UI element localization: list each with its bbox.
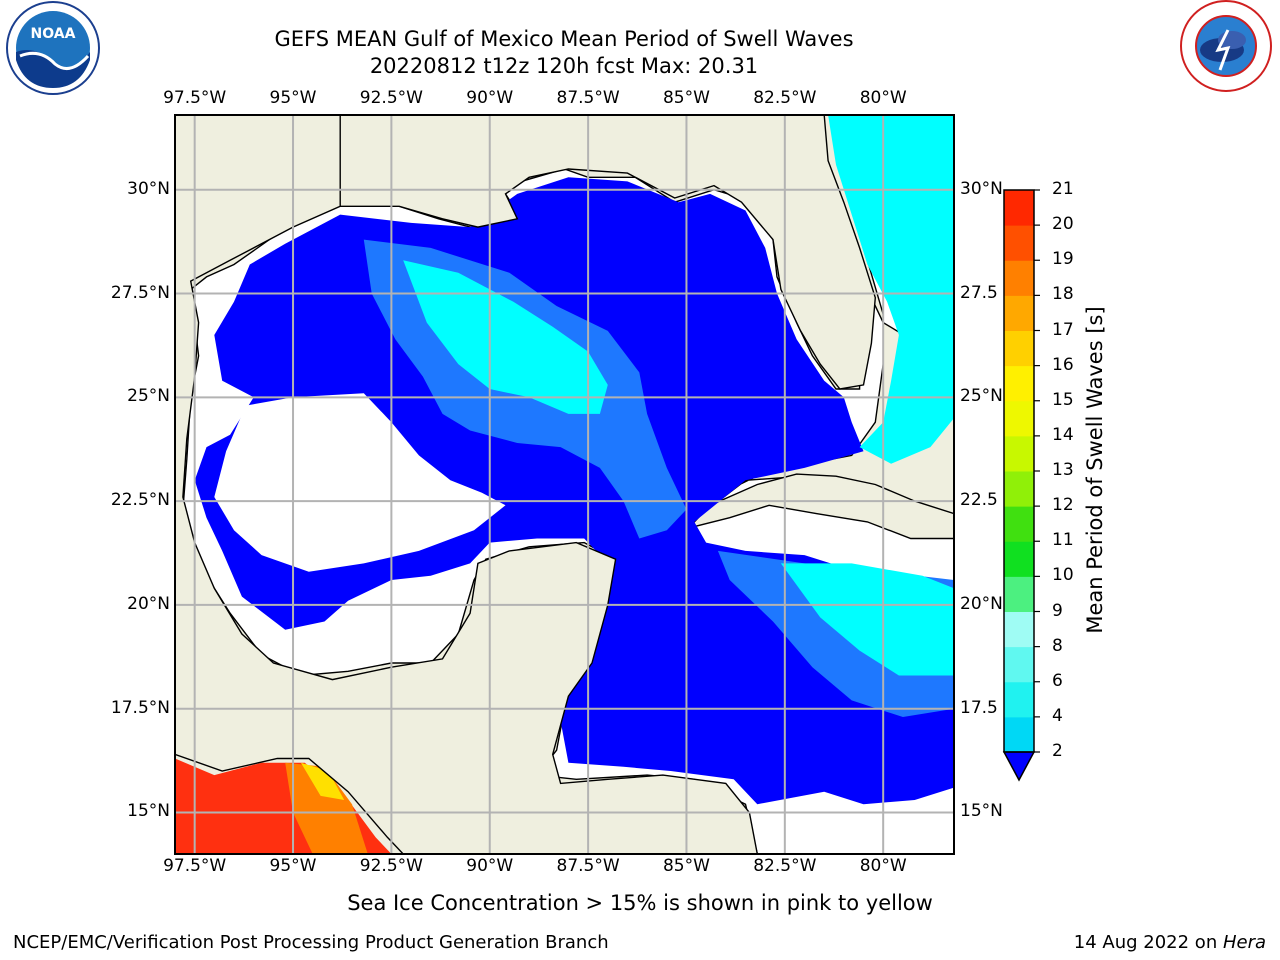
colorbar-segment xyxy=(1004,435,1034,472)
colorbar-segment xyxy=(1004,225,1034,261)
colorbar-segment xyxy=(1004,400,1034,437)
lat-label-left: 15°N xyxy=(127,801,170,822)
colorbar-tick-label: 2 xyxy=(1052,741,1063,761)
swell-period-6-8s xyxy=(403,260,608,414)
lon-label-top: 85°W xyxy=(662,88,710,108)
colorbar-tick-label: 21 xyxy=(1052,179,1074,199)
lon-label-top: 92.5°W xyxy=(359,88,423,108)
footer-host: Hera xyxy=(1222,932,1266,953)
calm-ocean-west xyxy=(214,393,506,572)
colorbar-tick-label: 20 xyxy=(1052,214,1074,235)
nws-logo xyxy=(1180,0,1272,92)
lat-label-left: 27.5°N xyxy=(110,282,170,303)
colorbar-segment xyxy=(1004,295,1034,331)
lat-label-right: 20°N xyxy=(960,593,1003,614)
map-frame xyxy=(174,114,955,855)
colorbar-segment xyxy=(1004,330,1034,367)
colorbar-tick-label: 18 xyxy=(1052,284,1074,305)
lat-label-right: 30°N xyxy=(960,178,1003,199)
colorbar-tick-label: 13 xyxy=(1052,460,1074,480)
lon-label-top: 87.5°W xyxy=(556,88,620,108)
colorbar-tick-label: 9 xyxy=(1052,600,1063,621)
us-gulf-coast-land xyxy=(339,115,877,390)
colorbar-tick-label: 6 xyxy=(1052,670,1063,691)
lon-label-bottom: 92.5°W xyxy=(359,856,423,876)
lon-label-bottom: 80°W xyxy=(859,856,907,876)
footer-date: 14 Aug 2022 on xyxy=(1073,932,1223,953)
colorbar-tick-label: 14 xyxy=(1052,424,1074,445)
colorbar-segment xyxy=(1004,471,1034,507)
sea-ice-note: Sea Ice Concentration > 15% is shown in … xyxy=(347,891,933,915)
atlantic-swell-6-8s xyxy=(828,115,954,464)
colorbar-tick-label: 10 xyxy=(1052,565,1074,586)
colorbar-tick-label: 11 xyxy=(1052,530,1074,551)
lon-label-bottom: 85°W xyxy=(662,856,710,876)
colorbar-extend-arrow xyxy=(1002,751,1036,782)
lon-label-top: 80°W xyxy=(859,88,907,108)
caribbean-swell-6-8s xyxy=(780,563,954,676)
swell-period-2-4s xyxy=(194,177,954,805)
colorbar-tick-label: 19 xyxy=(1052,249,1074,270)
lon-label-bottom: 90°W xyxy=(466,856,514,876)
lon-label-bottom: 82.5°W xyxy=(753,856,817,876)
colorbar-segment xyxy=(1004,611,1034,648)
lon-label-bottom: 95°W xyxy=(269,856,317,876)
colorbar-tick-label: 16 xyxy=(1052,354,1074,375)
lat-label-right: 15°N xyxy=(960,801,1003,822)
lon-label-bottom: 97.5°W xyxy=(163,856,227,876)
lat-label-right: 17.5 xyxy=(960,697,998,718)
colorbar-segment xyxy=(1004,190,1034,226)
lat-label-left: 17.5°N xyxy=(110,697,170,718)
noaa-logo-text: NOAA xyxy=(31,26,76,42)
lat-label-right: 22.5 xyxy=(960,490,998,511)
lat-label-left: 25°N xyxy=(127,386,170,407)
colorbar-tick-label: 12 xyxy=(1052,495,1074,516)
colorbar-segment xyxy=(1004,716,1034,753)
colorbar-segment xyxy=(1004,506,1034,542)
colorbar-segment xyxy=(1004,681,1034,718)
colorbar-segment xyxy=(1004,576,1034,612)
lon-label-bottom: 87.5°W xyxy=(556,856,620,876)
footer-left: NCEP/EMC/Verification Post Processing Pr… xyxy=(13,932,609,953)
lon-label-top: 82.5°W xyxy=(753,88,817,108)
noaa-logo: NOAA xyxy=(6,1,100,95)
chart-title: GEFS MEAN Gulf of Mexico Mean Period of … xyxy=(274,27,854,51)
colorbar-segment xyxy=(1004,541,1034,577)
colorbar-tick-label: 8 xyxy=(1052,635,1063,656)
lat-label-right: 25°N xyxy=(960,386,1003,407)
lat-label-left: 22.5°N xyxy=(110,490,170,511)
colorbar-segment xyxy=(1004,260,1034,296)
lon-label-top: 95°W xyxy=(269,88,317,108)
pacific-swell-15s xyxy=(300,762,345,800)
lon-label-top: 90°W xyxy=(466,88,514,108)
colorbar-label: Mean Period of Swell Waves [s] xyxy=(1083,306,1107,634)
lat-label-left: 30°N xyxy=(127,178,170,199)
chart-subtitle: 20220812 t12z 120h fcst Max: 20.31 xyxy=(369,54,759,78)
lon-label-top: 97.5°W xyxy=(163,88,227,108)
colorbar-tick-label: 4 xyxy=(1052,705,1063,726)
colorbar-segment xyxy=(1004,365,1034,402)
colorbar xyxy=(1002,189,1040,782)
lat-label-left: 20°N xyxy=(127,593,170,614)
colorbar-segment xyxy=(1004,646,1034,683)
colorbar-tick-label: 15 xyxy=(1052,389,1074,410)
colorbar-tick-label: 17 xyxy=(1052,319,1074,340)
gulf-of-mexico-map xyxy=(175,115,954,854)
lat-label-right: 27.5 xyxy=(960,282,998,303)
pacific-swell-17s xyxy=(285,762,368,854)
footer-right: 14 Aug 2022 on Hera xyxy=(1074,932,1266,953)
